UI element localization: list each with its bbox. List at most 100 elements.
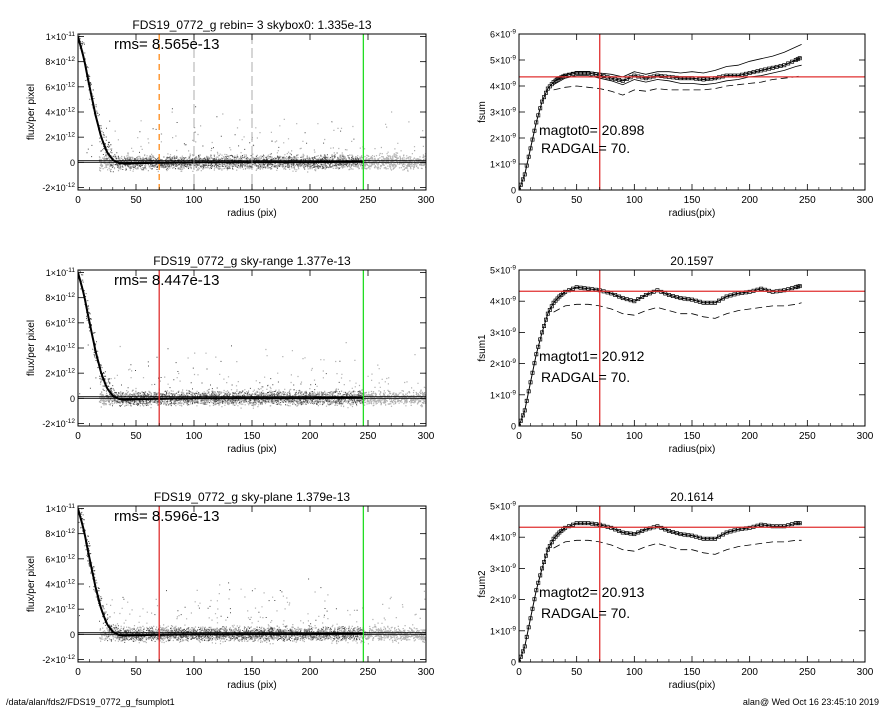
square-marker bbox=[628, 298, 633, 303]
x-tick-label: 150 bbox=[244, 195, 261, 206]
profile-line bbox=[78, 36, 364, 165]
y-axis-label: fsum2 bbox=[477, 570, 488, 598]
square-marker bbox=[797, 521, 802, 526]
square-marker bbox=[544, 317, 548, 322]
x-tick-label: 50 bbox=[130, 667, 142, 678]
square-marker bbox=[636, 297, 641, 302]
square-marker bbox=[553, 298, 558, 303]
x-axis-label: radius (pix) bbox=[227, 444, 276, 455]
y-tick-label: 3×10-9 bbox=[490, 107, 516, 118]
y-tick-label: 2×10-12 bbox=[45, 368, 75, 379]
square-marker bbox=[724, 530, 729, 535]
square-marker bbox=[732, 528, 737, 533]
square-marker bbox=[797, 56, 802, 61]
annotation-1: magtot1= 20.912 bbox=[539, 348, 645, 364]
x-tick-label: 0 bbox=[75, 667, 81, 678]
x-tick-label: 250 bbox=[799, 667, 816, 678]
series-dashed bbox=[553, 302, 802, 319]
x-tick-label: 200 bbox=[741, 667, 758, 678]
square-marker bbox=[770, 65, 775, 70]
square-marker bbox=[666, 293, 671, 297]
x-axis-label: radius(pix) bbox=[669, 444, 716, 455]
square-marker bbox=[686, 297, 691, 302]
x-tick-label: 50 bbox=[571, 431, 583, 442]
y-tick-label: 4×10-9 bbox=[490, 532, 516, 543]
y-tick-label: 0 bbox=[511, 422, 516, 432]
square-marker bbox=[793, 285, 798, 290]
square-marker bbox=[732, 292, 737, 297]
square-marker bbox=[767, 66, 771, 71]
x-tick-label: 100 bbox=[186, 667, 203, 678]
y-tick-label: 0 bbox=[70, 394, 75, 404]
square-marker bbox=[522, 644, 527, 649]
square-marker bbox=[522, 408, 527, 413]
square-marker bbox=[544, 553, 548, 558]
plot-frame bbox=[518, 33, 866, 191]
y-tick-label: -2×10-12 bbox=[42, 654, 75, 665]
annotation-2: RADGAL= 70. bbox=[541, 605, 630, 621]
y-axis-label: flux/per pixel bbox=[26, 84, 37, 140]
square-marker bbox=[701, 77, 706, 82]
square-marker bbox=[624, 297, 629, 302]
square-marker bbox=[547, 84, 552, 89]
x-tick-label: 200 bbox=[302, 667, 319, 678]
x-tick-label: 0 bbox=[516, 195, 522, 206]
square-marker bbox=[682, 296, 687, 301]
square-marker bbox=[659, 74, 664, 78]
y-tick-label: 1×10-9 bbox=[490, 159, 516, 170]
square-marker bbox=[528, 146, 533, 151]
square-marker bbox=[620, 78, 625, 83]
square-marker bbox=[717, 298, 721, 303]
square-marker bbox=[697, 299, 702, 304]
plot-area bbox=[519, 34, 865, 190]
square-marker bbox=[759, 286, 764, 291]
x-tick-label: 150 bbox=[684, 431, 701, 442]
y-tick-label: 4×10-12 bbox=[45, 107, 75, 118]
square-marker bbox=[536, 113, 541, 118]
x-tick-label: 50 bbox=[130, 431, 142, 442]
square-marker bbox=[636, 530, 641, 535]
x-axis-label: radius (pix) bbox=[227, 680, 276, 691]
plot-area bbox=[78, 270, 426, 426]
square-marker bbox=[744, 71, 748, 76]
square-marker bbox=[786, 61, 791, 66]
square-marker bbox=[582, 286, 587, 291]
x-tick-label: 250 bbox=[360, 431, 377, 442]
plot-area bbox=[78, 34, 426, 190]
square-marker bbox=[571, 286, 575, 291]
x-tick-label: 250 bbox=[360, 195, 377, 206]
square-marker bbox=[540, 566, 545, 571]
x-tick-label: 200 bbox=[302, 431, 319, 442]
y-tick-label: 3×10-9 bbox=[490, 563, 516, 574]
x-axis-label: radius (pix) bbox=[227, 208, 276, 219]
square-marker bbox=[617, 529, 622, 533]
square-marker bbox=[755, 69, 760, 74]
y-tick-label: 0 bbox=[511, 186, 516, 196]
square-marker bbox=[544, 90, 548, 95]
square-marker bbox=[542, 95, 546, 100]
panel-title: FDS19_0772_g sky-plane 1.379e-13 bbox=[154, 490, 350, 504]
square-marker bbox=[782, 524, 787, 529]
square-marker bbox=[528, 616, 533, 621]
square-marker bbox=[674, 531, 679, 536]
panel-title: FDS19_0772_g rebin= 3 skybox0: 1.335e-13 bbox=[132, 18, 371, 32]
square-marker bbox=[617, 78, 622, 82]
x-tick-label: 150 bbox=[684, 195, 701, 206]
square-marker bbox=[678, 532, 683, 537]
pixel-cloud-dark bbox=[78, 508, 365, 643]
square-marker bbox=[774, 524, 779, 529]
square-marker bbox=[526, 625, 531, 630]
annotation-1: rms= 8.565e-13 bbox=[114, 36, 219, 53]
x-axis-label: radius(pix) bbox=[669, 208, 716, 219]
square-marker bbox=[678, 296, 683, 301]
square-marker bbox=[728, 293, 733, 298]
x-tick-label: 200 bbox=[302, 195, 319, 206]
square-marker bbox=[551, 300, 556, 305]
square-marker bbox=[578, 285, 583, 290]
panel-3: 0 50 100 150 200 250 300-2×10-1202×10-124×10-1… bbox=[26, 254, 435, 455]
x-tick-label: 300 bbox=[857, 431, 874, 442]
annotation-1: magtot2= 20.913 bbox=[539, 584, 645, 600]
square-marker bbox=[553, 534, 558, 539]
x-tick-label: 300 bbox=[857, 195, 874, 206]
square-marker bbox=[582, 521, 587, 526]
